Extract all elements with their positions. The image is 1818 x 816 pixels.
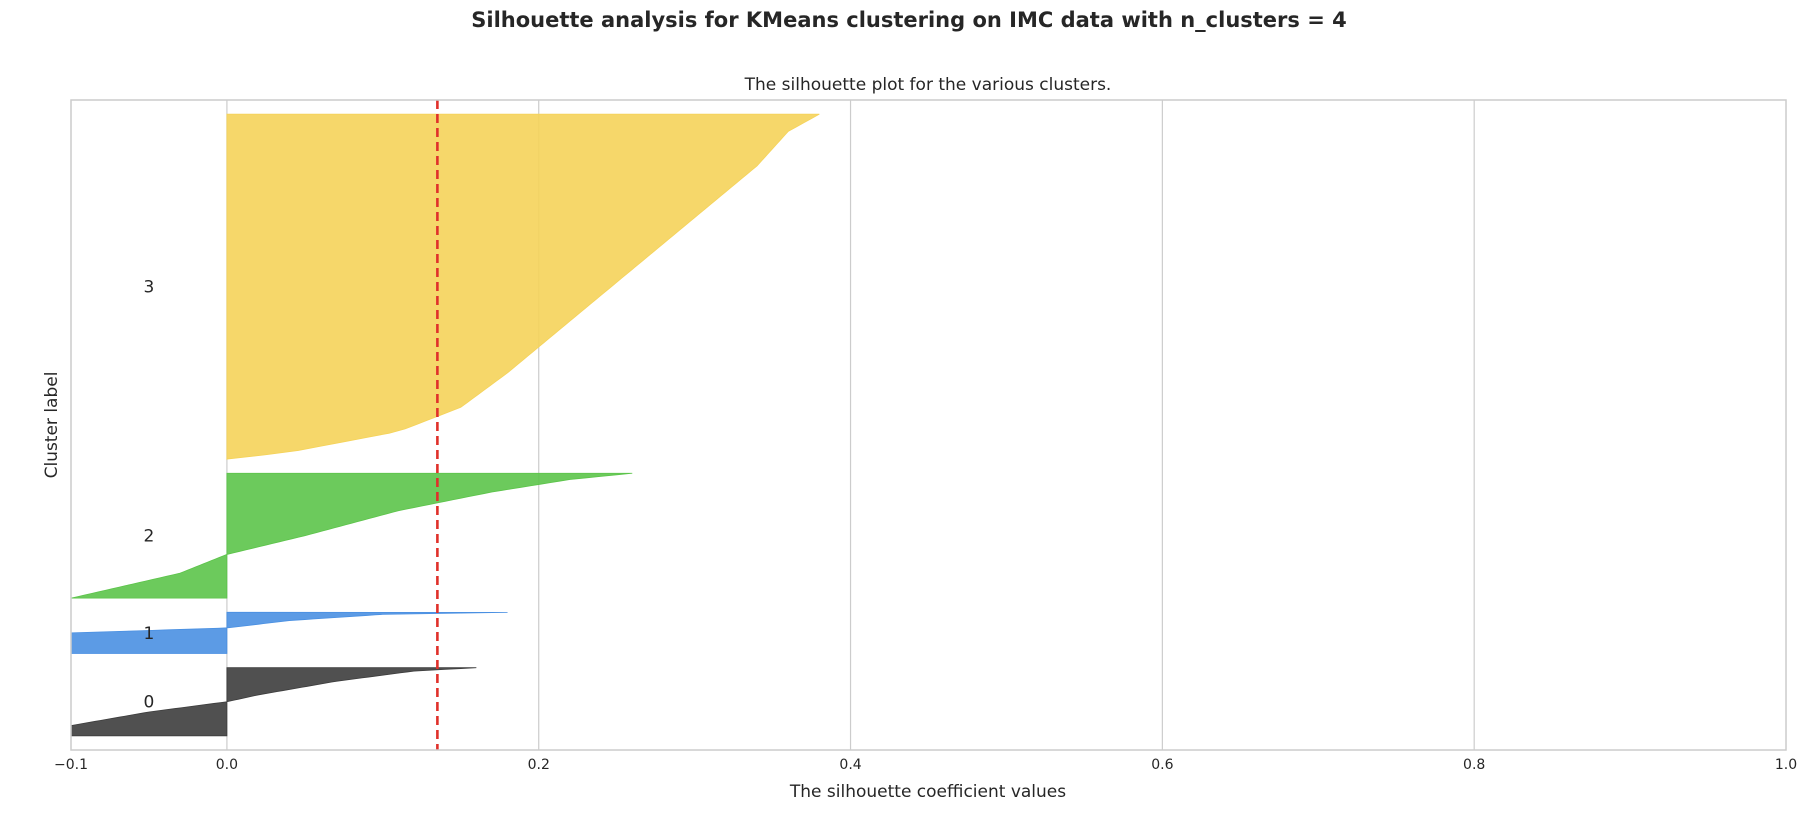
- x-tick-label: 0.0: [216, 757, 238, 773]
- y-axis-label: Cluster label: [42, 372, 62, 479]
- axes-title: The silhouette plot for the various clus…: [744, 75, 1112, 95]
- cluster-label-2: 2: [144, 527, 155, 547]
- cluster-label-1: 1: [144, 624, 155, 644]
- x-tick-labels: −0.1 0.0 0.2 0.4 0.6 0.8 1.0: [54, 757, 1797, 773]
- cluster-label-0: 0: [144, 693, 155, 713]
- x-tick-label: 1.0: [1775, 757, 1797, 773]
- cluster-3-silhouette: [226, 113, 820, 461]
- cluster-labels: 0 1 2 3: [144, 278, 155, 713]
- cluster-2-silhouette: [70, 472, 633, 599]
- x-axis-label: The silhouette coefficient values: [789, 782, 1066, 802]
- cluster-label-3: 3: [144, 278, 155, 298]
- plot-frame: [70, 99, 1787, 751]
- cluster-1-silhouette: [70, 611, 508, 654]
- x-tick-label: 0.2: [528, 757, 550, 773]
- figure-suptitle: Silhouette analysis for KMeans clusterin…: [471, 8, 1347, 32]
- x-tick-label: 0.8: [1463, 757, 1485, 773]
- cluster-fills: [70, 113, 820, 737]
- cluster-0-silhouette: [70, 667, 477, 737]
- x-tick-label: 0.6: [1151, 757, 1173, 773]
- x-tick-label: 0.4: [839, 757, 861, 773]
- x-tick-label: −0.1: [54, 757, 88, 773]
